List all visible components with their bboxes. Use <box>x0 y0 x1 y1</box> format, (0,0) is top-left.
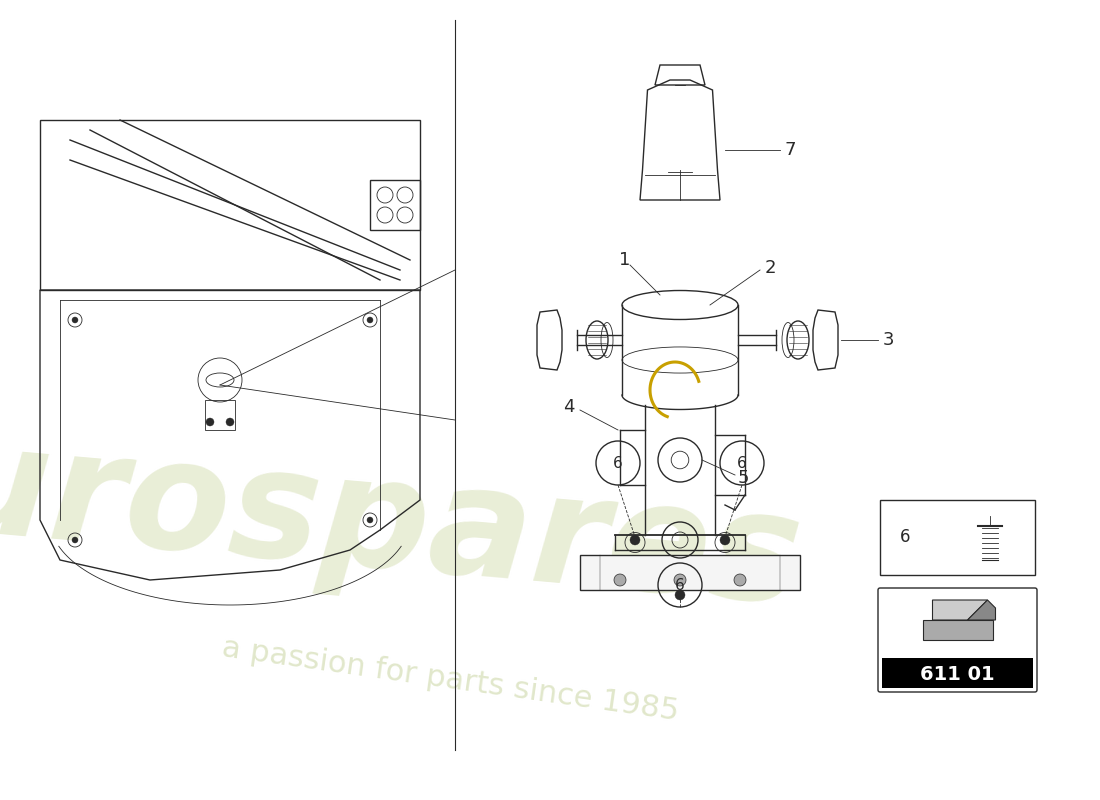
Circle shape <box>675 590 685 600</box>
Polygon shape <box>933 600 988 620</box>
Text: 3: 3 <box>883 331 894 349</box>
Text: 1: 1 <box>619 251 630 269</box>
Text: 5: 5 <box>738 469 749 487</box>
Polygon shape <box>882 658 1033 688</box>
Text: a passion for parts since 1985: a passion for parts since 1985 <box>220 634 680 726</box>
Circle shape <box>614 574 626 586</box>
Circle shape <box>630 535 640 545</box>
Polygon shape <box>580 555 800 590</box>
Text: 6: 6 <box>613 455 623 470</box>
Circle shape <box>367 517 373 523</box>
Text: 2: 2 <box>764 259 777 277</box>
Circle shape <box>734 574 746 586</box>
Circle shape <box>367 317 373 323</box>
Circle shape <box>72 317 78 323</box>
Text: 7: 7 <box>785 141 796 159</box>
Circle shape <box>72 537 78 543</box>
Circle shape <box>206 418 214 426</box>
Text: 6: 6 <box>675 578 685 593</box>
Polygon shape <box>923 620 992 640</box>
Polygon shape <box>968 600 996 620</box>
Text: 611 01: 611 01 <box>921 665 994 683</box>
Text: 6: 6 <box>737 455 747 470</box>
Circle shape <box>720 535 730 545</box>
Text: eurospares: eurospares <box>0 404 807 636</box>
Text: 6: 6 <box>900 529 911 546</box>
Circle shape <box>226 418 234 426</box>
Circle shape <box>674 574 686 586</box>
Text: 4: 4 <box>563 398 575 416</box>
